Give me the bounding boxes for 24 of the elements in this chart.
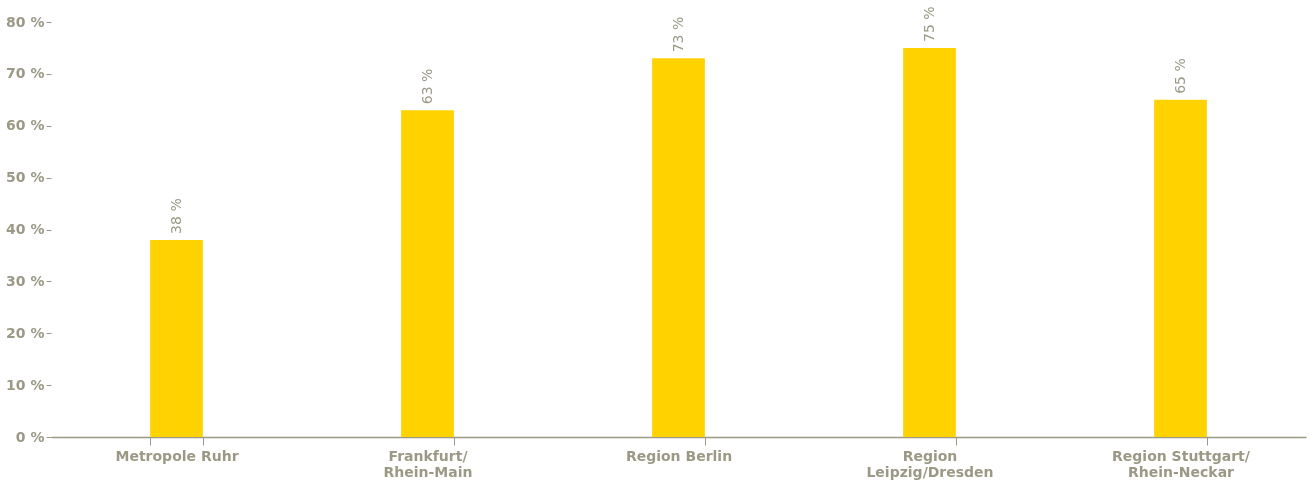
y-tick-label: 0 % [15, 428, 45, 445]
data-label: 75 % [920, 6, 937, 42]
bar [401, 110, 454, 437]
data-label: 65 % [1171, 58, 1188, 94]
bar [903, 47, 956, 437]
y-tick-label: 40 % [6, 221, 45, 237]
y-tick-label: 30 % [6, 272, 45, 289]
data-label: 73 % [669, 16, 686, 53]
y-tick-label: 60 % [6, 117, 45, 134]
bar [150, 239, 203, 437]
data-label: 63 % [418, 68, 435, 105]
x-tick-label: Metropole Ruhr [115, 447, 239, 464]
x-tick-label: Frankfurt/ Rhein-Main [383, 447, 473, 480]
bar [652, 58, 705, 437]
x-tick-label: Region Leipzig/Dresden [866, 447, 994, 480]
x-tick-label: Region Stuttgart/ Rhein-Neckar [1112, 447, 1251, 480]
y-tick-label: 10 % [6, 376, 45, 393]
y-tick-label: 70 % [6, 65, 45, 82]
data-label: 38 % [167, 198, 184, 234]
x-tick-label: Region Berlin [625, 447, 733, 464]
bar [1154, 99, 1207, 437]
y-tick-label: 50 % [6, 169, 45, 186]
y-tick-label: 20 % [6, 324, 45, 341]
y-tick-label: 80 % [6, 13, 45, 30]
